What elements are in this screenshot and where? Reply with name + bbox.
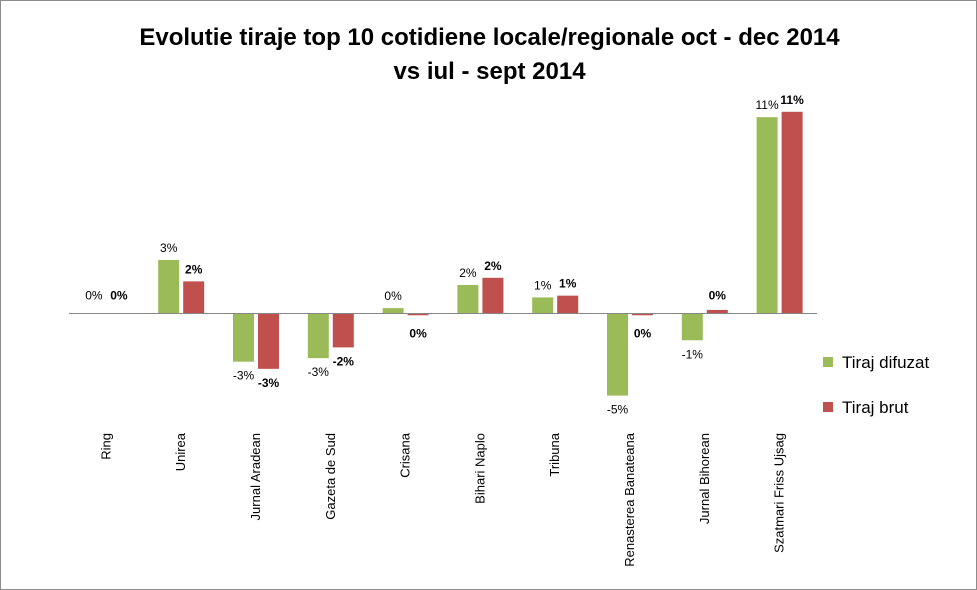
data-label-tiraj-brut-jurnal-aradean: -3%	[258, 376, 280, 390]
data-label-tiraj-difuzat-jurnal-bihorean: -1%	[682, 347, 704, 361]
data-label-tiraj-brut-tribuna: 1%	[559, 277, 577, 291]
category-label-jurnal-aradean: Jurnal Aradean	[248, 433, 263, 520]
category-label-renasterea-banateana: Renasterea Banateana	[622, 432, 637, 566]
data-label-tiraj-brut-crisana: 0%	[409, 327, 427, 341]
chart-title-line-1: Evolutie tiraje top 10 cotidiene locale/…	[139, 24, 840, 51]
data-label-tiraj-difuzat-bihari-naplo: 2%	[459, 266, 477, 280]
bar-tiraj-difuzat-jurnal-bihorean	[681, 313, 703, 341]
bar-tiraj-difuzat-crisana	[382, 308, 404, 314]
bar-tiraj-brut-tribuna	[557, 295, 579, 314]
data-label-tiraj-brut-gazeta-de-sud: -2%	[333, 354, 355, 368]
bar-tiraj-brut-szatmari-friss-ujsag	[781, 111, 803, 314]
data-label-tiraj-difuzat-szatmari-friss-ujsag: 11%	[756, 98, 779, 112]
legend-item-tiraj-difuzat: Tiraj difuzat	[823, 353, 929, 373]
data-label-tiraj-brut-szatmari-friss-ujsag: 11%	[780, 93, 804, 107]
chart-title-line-2: vs iul - sept 2014	[393, 58, 586, 85]
bar-tiraj-brut-unirea	[183, 281, 205, 314]
category-label-tribuna: Tribuna	[547, 432, 562, 476]
data-label-tiraj-difuzat-tribuna: 1%	[534, 278, 552, 292]
data-label-tiraj-difuzat-ring: 0%	[85, 289, 103, 303]
category-label-jurnal-bihorean: Jurnal Bihorean	[697, 433, 712, 524]
bar-tiraj-difuzat-renasterea-banateana	[607, 313, 628, 396]
data-label-tiraj-difuzat-gazeta-de-sud: -3%	[308, 365, 330, 379]
category-label-unirea: Unirea	[173, 432, 188, 471]
category-label-ring: Ring	[98, 433, 113, 460]
data-label-tiraj-brut-bihari-naplo: 2%	[484, 259, 502, 273]
category-label-szatmari-friss-ujsag: Szatmari Friss Ujsag	[772, 433, 787, 553]
bar-tiraj-difuzat-tribuna	[532, 297, 554, 314]
bar-tiraj-difuzat-jurnal-aradean	[233, 313, 254, 362]
bar-tiraj-brut-bihari-naplo	[482, 277, 504, 314]
bar-tiraj-brut-jurnal-aradean	[258, 313, 279, 369]
category-label-crisana: Crisana	[398, 432, 413, 478]
category-labels-layer: Ring Unirea Jurnal Aradean Gazeta de Sud Cri…	[98, 432, 786, 566]
legend-item-tiraj-brut: Tiraj brut	[823, 398, 908, 418]
bars-layer	[158, 111, 803, 396]
bar-tiraj-brut-renasterea-banateana	[632, 313, 653, 316]
data-label-tiraj-difuzat-renasterea-banateana: -5%	[607, 403, 629, 417]
category-label-gazeta-de-sud: Gazeta de Sud	[323, 433, 338, 520]
data-label-tiraj-brut-jurnal-bihorean: 0%	[709, 289, 727, 303]
bar-tiraj-brut-jurnal-bihorean	[706, 309, 728, 314]
chart-title: Evolutie tiraje top 10 cotidiene locale/…	[1, 21, 977, 89]
data-label-tiraj-difuzat-jurnal-aradean: -3%	[233, 369, 255, 383]
bar-tiraj-difuzat-bihari-naplo	[457, 284, 479, 314]
legend-swatch-tiraj-difuzat	[823, 357, 833, 367]
bar-tiraj-brut-gazeta-de-sud	[332, 313, 354, 348]
bar-tiraj-difuzat-unirea	[158, 259, 180, 314]
data-label-tiraj-difuzat-crisana: 0%	[384, 289, 402, 303]
data-label-tiraj-difuzat-unirea: 3%	[160, 241, 178, 255]
legend-label-tiraj-brut: Tiraj brut	[842, 398, 909, 417]
legend-swatch-tiraj-brut	[823, 402, 833, 412]
data-labels-layer: 0% 0%3%2%-3%-3%-3%-2%0%0%2%2%1% 1%-5%0%-1%…	[85, 93, 804, 417]
data-label-tiraj-brut-unirea: 2%	[185, 262, 203, 276]
legend-label-tiraj-difuzat: Tiraj difuzat	[842, 353, 930, 372]
data-label-tiraj-brut-ring: 0%	[110, 289, 128, 303]
data-label-tiraj-brut-renasterea-banateana: 0%	[634, 327, 652, 341]
bar-tiraj-difuzat-gazeta-de-sud	[307, 313, 329, 359]
bar-tiraj-brut-crisana	[407, 313, 429, 316]
category-label-bihari-naplo: Bihari Naplo	[472, 433, 487, 504]
bar-tiraj-difuzat-szatmari-friss-ujsag	[756, 117, 778, 314]
